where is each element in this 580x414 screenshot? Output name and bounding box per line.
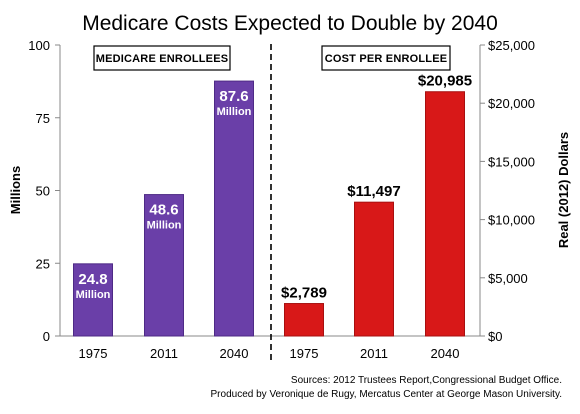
category-labels: 1975 2011 2040 1975 2011 2040 [79, 346, 460, 361]
enrollees-bar-1975 [73, 263, 113, 337]
enrollees-data-unit: Million [76, 289, 111, 301]
cost-category-label: 2040 [431, 346, 460, 361]
right-tick-label: $10,000 [488, 213, 535, 228]
enrollees-category-label: 2040 [220, 346, 249, 361]
enrollees-panel-label: MEDICARE ENROLLEES [96, 53, 229, 65]
right-tick-label: $20,000 [488, 96, 535, 111]
source-line-1: Sources: 2012 Trustees Report,Congressio… [291, 375, 562, 386]
right-tick-label: $15,000 [488, 154, 535, 169]
enrollees-data-unit: Million [147, 220, 182, 232]
enrollees-category-label: 1975 [79, 346, 108, 361]
enrollees-bar-2011 [144, 194, 184, 337]
left-tick-label: 100 [28, 38, 50, 53]
left-tick-label: 0 [43, 329, 50, 344]
right-axis-ticks: $0 $5,000 $10,000 $15,000 $20,000 $25,000 [480, 38, 535, 344]
right-tick-label: $25,000 [488, 38, 535, 53]
cost-panel-label: COST PER ENROLLEE [325, 53, 448, 65]
cost-category-label: 1975 [290, 346, 319, 361]
left-tick-label: 75 [36, 111, 50, 126]
cost-data-label: $11,497 [347, 183, 400, 200]
enrollees-bar-2040 [214, 80, 254, 337]
left-axis-ticks: 0 25 50 75 100 [28, 38, 60, 344]
left-tick-label: 25 [36, 256, 50, 271]
right-axis-label: Real (2012) Dollars [556, 132, 571, 248]
cost-data-label: $2,789 [281, 285, 327, 302]
cost-category-label: 2011 [360, 346, 388, 361]
source-line-2: Produced by Veronique de Rugy, Mercatus … [211, 389, 562, 400]
enrollees-data-label: 87.6 [219, 88, 248, 105]
cost-bar-2011 [354, 201, 394, 337]
enrollees-data-label: 24.8 [78, 271, 107, 288]
enrollees-data-label: 48.6 [149, 202, 178, 219]
right-tick-label: $0 [488, 329, 502, 344]
left-tick-label: 50 [36, 184, 50, 199]
cost-bar-2040 [425, 91, 465, 337]
cost-bar-1975 [284, 303, 324, 337]
right-tick-label: $5,000 [488, 271, 528, 286]
left-axis-label: Millions [8, 166, 23, 214]
enrollees-data-unit: Million [217, 106, 252, 118]
enrollees-panel-box [93, 45, 231, 71]
enrollees-category-label: 2011 [150, 346, 178, 361]
chart-title: Medicare Costs Expected to Double by 204… [82, 12, 498, 35]
cost-data-label: $20,985 [418, 73, 472, 90]
cost-panel-box [321, 45, 451, 71]
cost-bars: $2,789 $11,497 $20,985 [281, 73, 472, 337]
